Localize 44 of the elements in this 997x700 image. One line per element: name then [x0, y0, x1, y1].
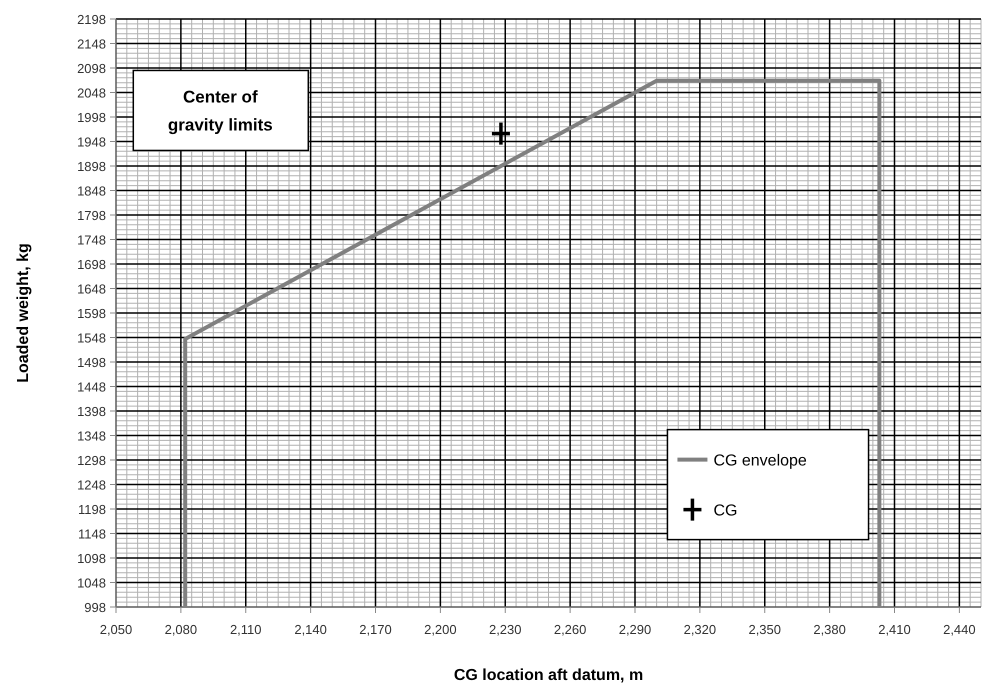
x-tick-label: 2,170	[359, 622, 392, 637]
y-tick-label: 2098	[77, 61, 106, 76]
y-tick-label: 1448	[77, 380, 106, 394]
x-tick-label: 2,200	[424, 622, 457, 637]
y-tick-label: 1148	[78, 526, 106, 542]
x-tick-label: 2,230	[488, 622, 522, 637]
y-tick-label: 1598	[77, 306, 106, 321]
y-tick-label: 2048	[77, 86, 106, 100]
x-tick-label: 2,410	[878, 622, 911, 637]
x-tick-label: 2,350	[748, 622, 782, 637]
y-tick-label: 1798	[77, 208, 106, 223]
y-tick-label: 1298	[77, 453, 106, 468]
legend-label: CG	[713, 502, 738, 520]
legend-label: CG envelope	[713, 452, 807, 470]
x-tick-label: 2,260	[554, 622, 586, 637]
y-tick-label: 1748	[77, 232, 106, 248]
y-tick-label: 1498	[77, 355, 106, 370]
x-tick-label: 2,110	[230, 622, 262, 637]
y-tick-label: 1548	[77, 330, 106, 346]
annotation: Center of gravity limits	[168, 87, 273, 134]
y-tick-label: 1248	[77, 478, 106, 492]
y-tick-label: 2198	[77, 12, 106, 27]
x-tick-label: 2,320	[684, 622, 716, 637]
y-tick-label: 1898	[77, 159, 106, 174]
y-tick-label: 2148	[77, 36, 106, 52]
y-tick-label: 1948	[77, 134, 106, 150]
x-tick-label: 2,380	[813, 622, 846, 637]
x-axis-title: CG location aft datum, m	[454, 667, 644, 684]
y-tick-label: 1398	[77, 404, 106, 419]
y-tick-label: 998	[84, 600, 106, 615]
x-tick-label: 2,290	[618, 622, 652, 637]
x-tick-label: 2,440	[943, 622, 976, 637]
y-tick-label: 1848	[77, 184, 106, 198]
y-tick-label: 1348	[77, 428, 106, 444]
y-tick-label: 1048	[77, 576, 106, 590]
x-tick-label: 2,080	[164, 622, 198, 637]
y-tick-label: 1998	[77, 110, 106, 125]
y-tick-label: 1698	[77, 257, 106, 272]
y-tick-label: 1098	[77, 551, 106, 566]
y-tick-label: 1648	[77, 282, 106, 296]
x-tick-label: 2,140	[294, 622, 327, 637]
y-axis-title: Loaded weight, kg	[15, 243, 32, 383]
y-tick-label: 1198	[78, 502, 106, 517]
x-tick-label: 2,050	[100, 622, 132, 637]
